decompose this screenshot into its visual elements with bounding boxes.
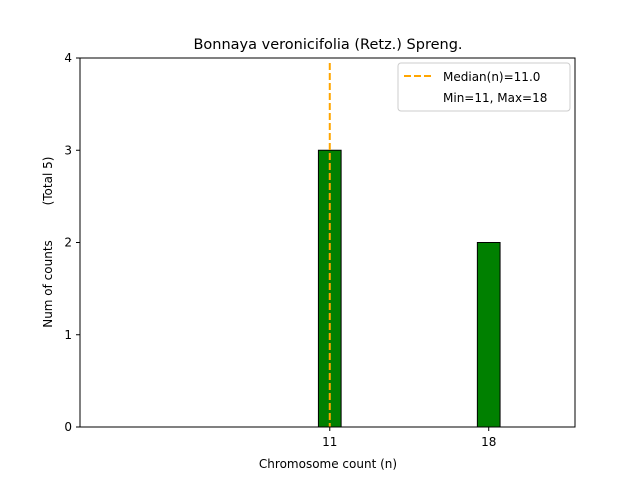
legend-entry-median: Median(n)=11.0 [443, 70, 540, 84]
legend-box [397, 62, 571, 112]
x-ticks: 11 18 [322, 427, 496, 449]
bar-18 [476, 242, 501, 428]
legend: Median(n)=11.0 Min=11, Max=18 [397, 62, 571, 112]
chart-title: Bonnaya veronicifolia (Retz.) Spreng. [193, 37, 462, 53]
y-tick-label-3: 3 [64, 143, 72, 157]
x-tick-label-18: 18 [481, 435, 496, 449]
y-axis-note: (Total 5) [41, 157, 55, 206]
x-tick-label-11: 11 [322, 435, 337, 449]
bars-layer [89, 149, 566, 428]
y-tick-label-2: 2 [64, 236, 72, 250]
y-axis-label: Num of counts [41, 240, 55, 328]
y-tick-label-1: 1 [64, 328, 72, 342]
plot-frame [79, 57, 576, 428]
y-tick-label-4: 4 [64, 51, 72, 65]
x-axis-label: Chromosome count (n) [259, 457, 397, 471]
y-ticks: 0 1 2 3 4 [64, 51, 80, 434]
legend-entry-minmax: Min=11, Max=18 [443, 91, 547, 105]
y-tick-label-0: 0 [64, 420, 72, 434]
